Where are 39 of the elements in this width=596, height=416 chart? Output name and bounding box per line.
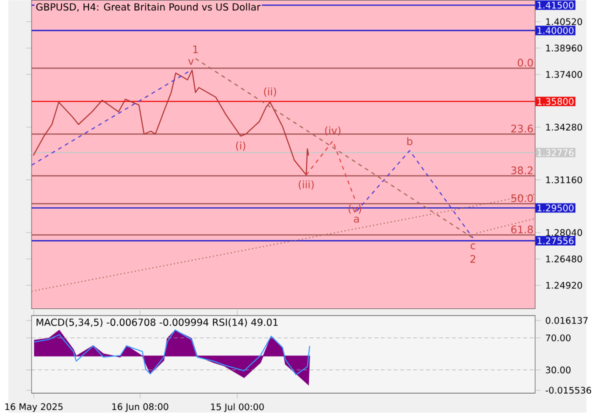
y-tick-label: 1.38960 bbox=[546, 44, 582, 52]
annotation: 23.6 bbox=[511, 124, 533, 132]
annotation: 1 bbox=[193, 45, 198, 53]
annotation: (ii) bbox=[264, 87, 276, 97]
annotation: 38.2 bbox=[511, 166, 533, 174]
annotation: (i) bbox=[236, 141, 246, 151]
annotation: b bbox=[407, 137, 412, 146]
chart-title: GBPUSD, H4: Great Britain Pound vs US Dollar bbox=[36, 2, 261, 12]
annotation: (iv) bbox=[325, 126, 340, 136]
annotation: v bbox=[188, 58, 194, 65]
y-tick-label: 70.00 bbox=[546, 334, 571, 342]
ref-line-label: 1.35800 bbox=[538, 98, 574, 105]
line-series bbox=[32, 70, 310, 176]
y-tick-label: 1.34280 bbox=[546, 124, 582, 130]
annotation: (iii) bbox=[298, 180, 314, 190]
y-tick-label: 1.24920 bbox=[546, 282, 582, 289]
ref-line-label: 1.29500 bbox=[538, 204, 574, 212]
y-tick-label: 1.40520 bbox=[546, 18, 582, 25]
annotation: 61.8 bbox=[511, 225, 533, 234]
annotation: 50.0 bbox=[511, 194, 533, 202]
annotation: 2 bbox=[470, 254, 476, 263]
x-tick-label: 16 Jun 08:00 bbox=[112, 403, 168, 412]
y-tick-label: 1.31160 bbox=[546, 176, 582, 184]
y-tick-label: 1.37400 bbox=[546, 70, 582, 78]
x-tick-label: 16 May 2025 bbox=[5, 403, 63, 412]
ref-line-label: 1.27556 bbox=[538, 237, 574, 244]
annotation: 0.0 bbox=[518, 58, 533, 66]
y2-tick-label: -0.015536 bbox=[546, 386, 592, 394]
line-series bbox=[34, 329, 310, 376]
x-tick-label: 15 Jul 00:00 bbox=[211, 403, 264, 412]
ref-line-label: 1.41500 bbox=[538, 2, 574, 8]
y-tick-label: 1.26480 bbox=[546, 255, 582, 262]
annotation: c bbox=[470, 243, 476, 250]
y-tick-label: 30.00 bbox=[546, 366, 571, 374]
chart-title: MACD(5,34,5) -0.006708 -0.009994 RSI(14) 49.01 bbox=[36, 318, 278, 327]
annotation: a bbox=[354, 216, 359, 223]
ref-line-label: 1.40000 bbox=[538, 26, 574, 34]
y2-tick-label: 0.016137 bbox=[546, 316, 588, 324]
y-tick-label: 1.28040 bbox=[546, 229, 582, 236]
